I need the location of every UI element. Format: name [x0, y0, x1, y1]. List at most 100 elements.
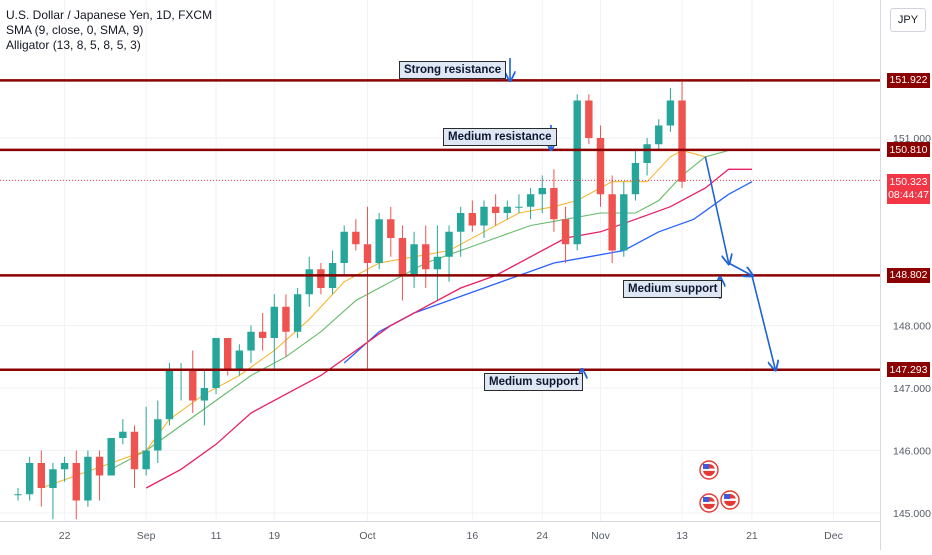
candle-body: [422, 244, 430, 270]
candle-body: [72, 463, 80, 501]
candle-body: [37, 463, 45, 488]
medium-support-label-2: Medium support: [484, 373, 584, 391]
candle-body: [165, 369, 174, 420]
candle-body: [620, 194, 628, 251]
candles: [14, 81, 686, 520]
candle-body: [200, 388, 209, 401]
y-tick-label: 145.000: [893, 508, 931, 520]
level-price-tag-medium-resistance: 150.810: [887, 142, 930, 158]
candle-body: [491, 206, 500, 213]
level-price-tag-strong-resistance: 151.922: [887, 72, 930, 88]
flag-icon: [699, 460, 719, 480]
candle-body: [224, 338, 232, 370]
candle-body: [247, 331, 255, 351]
candle-body: [643, 144, 651, 163]
candle-body: [235, 350, 244, 370]
candle-body: [585, 100, 593, 138]
candle-body: [666, 100, 675, 126]
strong-resistance-label: Strong resistance: [399, 61, 507, 79]
candle-body: [433, 256, 442, 270]
y-tick-label: 151.000: [893, 133, 931, 145]
candle-body: [258, 331, 267, 338]
chart-legend: U.S. Dollar / Japanese Yen, 1D, FXCM SMA…: [6, 8, 212, 53]
candle-body: [14, 494, 22, 496]
flag-icon: [720, 490, 740, 510]
candle-body: [49, 469, 57, 488]
projection-arrow: [704, 156, 728, 263]
y-tick-label: 147.000: [893, 383, 931, 395]
candle-body: [212, 338, 220, 388]
alligator-lips-line: [110, 149, 729, 470]
candle-body: [270, 306, 278, 338]
x-tick-label: 24: [536, 530, 548, 542]
last-price-tag: 150.323 08:44:47: [887, 174, 930, 205]
x-tick-label: Sep: [137, 530, 156, 542]
y-tick-label: 148.000: [893, 321, 931, 333]
candle-body: [107, 438, 115, 476]
candle-body: [596, 138, 605, 195]
currency-button[interactable]: JPY: [890, 8, 926, 32]
alligator-legend[interactable]: Alligator (13, 8, 5, 8, 5, 3): [6, 38, 141, 52]
candle-body: [340, 231, 348, 263]
projection-arrow: [751, 275, 775, 370]
candle-body: [387, 219, 395, 238]
event-icons: [699, 460, 740, 513]
sma-line: [41, 149, 706, 489]
candle-body: [573, 100, 581, 245]
x-tick-label: Oct: [359, 530, 375, 542]
candle-body: [60, 463, 69, 470]
x-tick-label: 11: [211, 530, 222, 542]
candle-body: [526, 194, 535, 207]
sma-legend[interactable]: SMA (9, close, 0, SMA, 9): [6, 23, 144, 37]
symbol-title[interactable]: U.S. Dollar / Japanese Yen, 1D, FXCM: [6, 8, 213, 22]
candle-body: [503, 206, 511, 213]
grid: [0, 0, 880, 521]
x-tick-label: 16: [467, 530, 479, 542]
time-axis: 22 Sep 11 19 Oct 16 24 Nov 13 21 Dec: [0, 521, 880, 542]
medium-support-label-1: Medium support: [623, 280, 723, 298]
candle-body: [317, 269, 325, 288]
candle-body: [305, 269, 313, 295]
level-price-tag-lower-support: 147.293: [887, 362, 930, 378]
x-tick-label: 19: [268, 530, 280, 542]
candle-body: [352, 231, 360, 245]
candle-body: [631, 163, 640, 195]
candle-body: [119, 431, 127, 438]
candle-body: [655, 125, 663, 145]
candle-body: [363, 244, 372, 263]
candle-body: [142, 450, 150, 470]
candle-body: [282, 306, 290, 332]
candle-body: [130, 431, 139, 470]
candle-body: [84, 456, 92, 501]
candle-body: [480, 206, 488, 226]
candle-body: [468, 213, 477, 226]
candle-body: [293, 294, 302, 332]
candle-body: [445, 231, 453, 257]
candle-body: [25, 463, 34, 495]
candle-body: [95, 456, 104, 476]
x-tick-label: 21: [746, 530, 758, 542]
last-price-value: 150.323: [889, 176, 928, 189]
candle-body: [189, 369, 197, 401]
candle-body: [550, 188, 558, 220]
x-tick-label: 13: [676, 530, 688, 542]
candle-body: [410, 244, 418, 276]
candle-body: [608, 194, 616, 251]
candle-body: [515, 206, 523, 208]
level-price-tag-medium-support: 148.802: [887, 267, 930, 283]
indicator-lines: [41, 149, 753, 489]
level-lines: [0, 79, 880, 371]
x-tick-label: 22: [59, 530, 71, 542]
candle-body: [678, 100, 686, 182]
x-tick-label: Dec: [824, 530, 843, 542]
y-tick-label: 146.000: [893, 446, 931, 458]
projection-arrow: [728, 262, 752, 276]
candle-body: [154, 419, 162, 451]
candle-body: [538, 188, 546, 195]
candle-body: [398, 238, 407, 276]
candle-body: [375, 219, 383, 263]
flag-icon: [699, 493, 719, 513]
alligator-teeth-line: [145, 168, 752, 489]
